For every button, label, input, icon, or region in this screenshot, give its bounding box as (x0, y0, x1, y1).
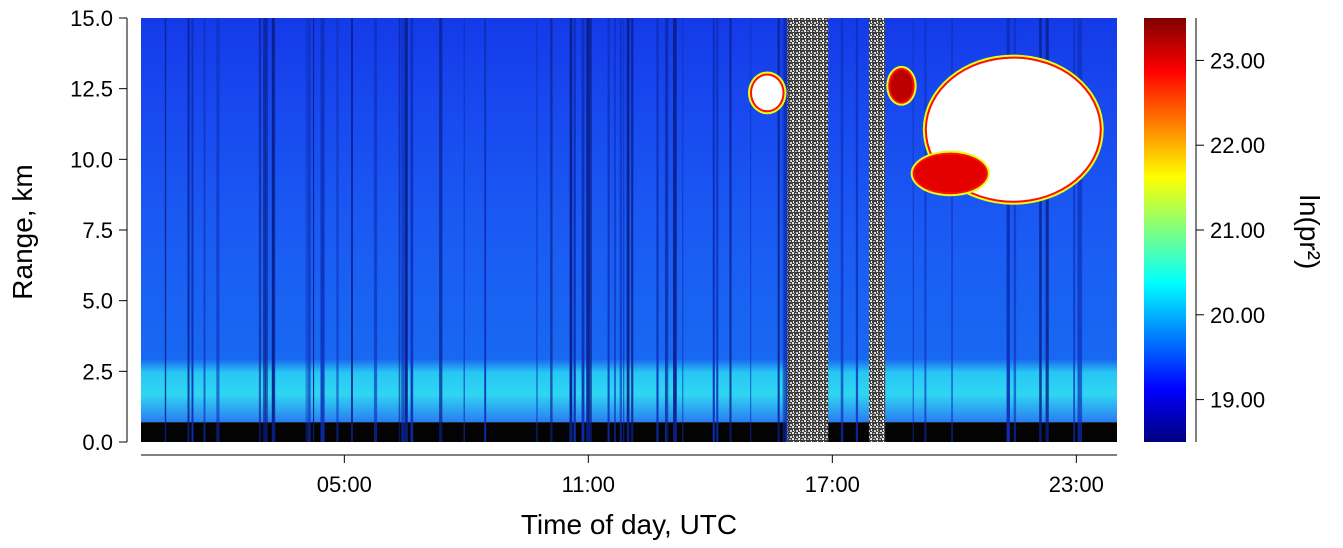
colorbar-tick-label: 20.00 (1210, 303, 1265, 328)
profile-gap (463, 18, 465, 442)
y-tick-label: 2.5 (82, 359, 113, 384)
profile-gap (484, 18, 487, 442)
cloud-core (914, 154, 986, 193)
y-tick-label: 10.0 (70, 147, 113, 172)
cloud-core (890, 69, 913, 102)
profile-gap (320, 18, 324, 442)
profile-gap (398, 18, 401, 442)
missing-data-periods (787, 18, 886, 442)
profile-gap (682, 18, 684, 442)
colorbar-gradient (1144, 18, 1186, 442)
profile-gap (1013, 18, 1017, 442)
y-axis: 0.0 2.5 5.0 7.5 10.0 12.5 15.0 (70, 6, 128, 455)
y-axis-title: Range, km (7, 164, 38, 299)
profile-gap (439, 18, 443, 442)
x-tick-label: 11:00 (562, 472, 615, 497)
profile-gap (263, 18, 267, 442)
x-axis: 05:00 11:00 17:00 23:00 (141, 454, 1117, 497)
profile-gap (312, 18, 315, 442)
colorbar-tick-label: 21.00 (1210, 218, 1265, 243)
profile-gap (1077, 18, 1080, 442)
profile-gap (581, 18, 585, 442)
profile-gap (258, 18, 261, 442)
profile-gap (626, 18, 630, 442)
missing-data-period (787, 18, 829, 442)
profile-gap (305, 18, 307, 442)
profile-gap (404, 18, 408, 442)
profile-gap (1079, 18, 1083, 442)
profile-gap (782, 18, 784, 442)
colorbar-tick-label: 22.00 (1210, 133, 1265, 158)
profile-gap (191, 18, 194, 442)
colorbar: 19.00 20.00 21.00 22.00 23.00 (1144, 18, 1265, 442)
profile-gap (785, 18, 789, 442)
profile-gap (1073, 18, 1076, 442)
profile-gap (623, 18, 625, 442)
profile-gap (373, 18, 378, 442)
profile-gap (271, 18, 275, 442)
y-tick-label: 5.0 (82, 289, 113, 314)
profile-gap (729, 18, 732, 442)
profile-gap (187, 18, 190, 442)
profile-gap (588, 18, 592, 442)
colorbar-title: ln(pr²) (1294, 195, 1325, 270)
profile-gap (586, 18, 589, 442)
profile-gap (716, 18, 719, 442)
profile-gap (665, 18, 669, 442)
profile-gap (1045, 18, 1049, 442)
profile-gap (350, 18, 353, 442)
profile-gap (672, 18, 677, 442)
profile-gap (307, 18, 311, 442)
y-tick-label: 0.0 (82, 430, 113, 455)
profile-gap (1006, 18, 1010, 442)
cloud-core (752, 75, 783, 111)
profile-gaps (164, 18, 1083, 442)
colorbar-tick-label: 23.00 (1210, 48, 1265, 73)
profile-gap (164, 18, 167, 442)
profile-gap (216, 18, 220, 442)
profile-gap (840, 18, 844, 442)
profile-gap (607, 18, 610, 442)
profile-gap (322, 18, 325, 442)
profile-gap (631, 18, 634, 442)
x-tick-label: 17:00 (805, 472, 860, 497)
profile-gap (664, 18, 667, 442)
profile-gap (912, 18, 914, 442)
profile-gap (777, 18, 780, 442)
plot-area (141, 18, 1117, 442)
y-tick-label: 7.5 (82, 218, 113, 243)
profile-gap (570, 18, 572, 442)
profile-gap (265, 18, 269, 442)
profile-gap (951, 18, 953, 442)
profile-gap (855, 18, 859, 442)
profile-gap (784, 18, 786, 442)
profile-gap (750, 18, 752, 442)
missing-data-period (868, 18, 886, 442)
profile-gap (401, 18, 405, 442)
profile-gap (712, 18, 715, 442)
profile-gap (203, 18, 206, 442)
profile-gap (536, 18, 538, 442)
cloud-regions (748, 54, 1104, 205)
profile-gap (924, 18, 927, 442)
profile-gap (1039, 18, 1042, 442)
y-tick-label: 15.0 (70, 6, 113, 31)
profile-gap (656, 18, 659, 442)
profile-gap (619, 18, 623, 442)
profile-gap (614, 18, 616, 442)
profile-gap (550, 18, 553, 442)
x-tick-label: 23:00 (1049, 472, 1104, 497)
colorbar-tick-label: 19.00 (1210, 388, 1265, 413)
x-axis-title: Time of day, UTC (521, 509, 737, 540)
profile-gap (410, 18, 414, 442)
y-tick-label: 12.5 (70, 77, 113, 102)
x-tick-label: 05:00 (317, 472, 372, 497)
profile-gap (573, 18, 576, 442)
profile-gap (336, 18, 339, 442)
